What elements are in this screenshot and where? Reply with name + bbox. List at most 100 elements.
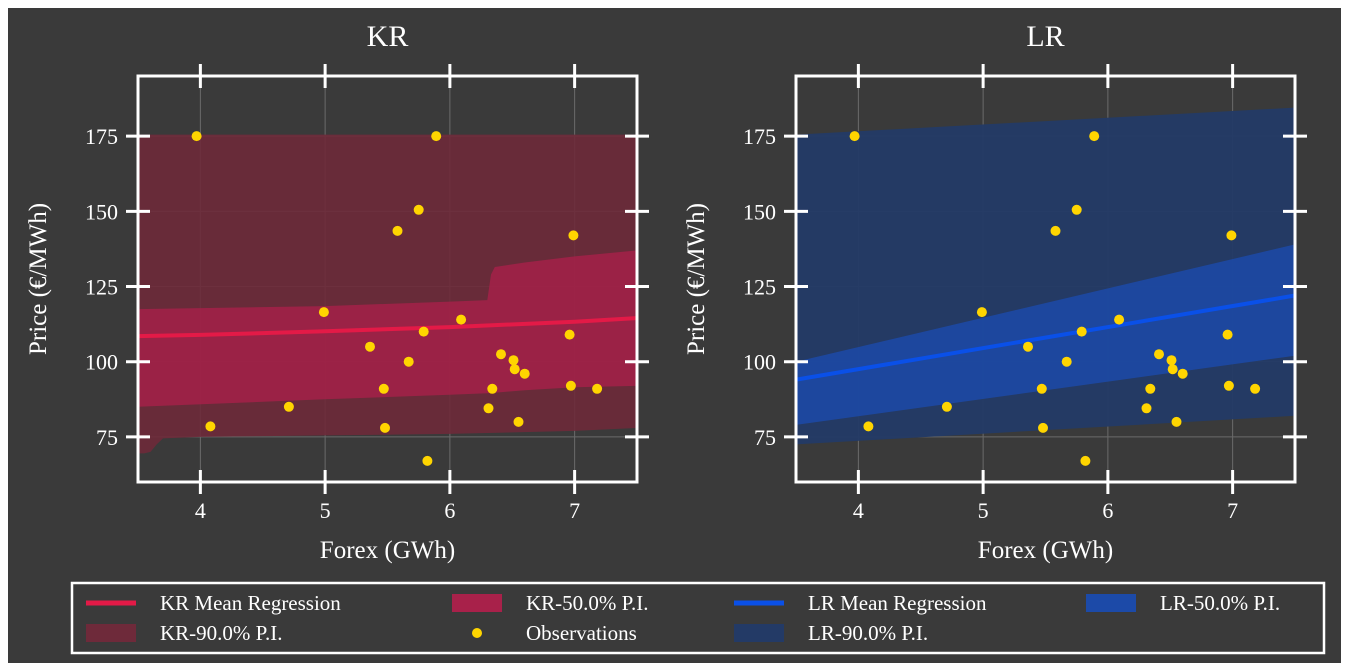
panel-2-xtick-label: 7: [1227, 498, 1238, 523]
legend-label: LR-50.0% P.I.: [1160, 591, 1280, 615]
panel-2-title: LR: [1026, 20, 1064, 53]
legend-swatch-marker: [472, 628, 482, 638]
legend-label: KR-90.0% P.I.: [160, 621, 283, 645]
panel-2-observation-16: [1145, 383, 1156, 394]
panel-1-observation-18: [508, 355, 519, 366]
panel-1-observation-11: [418, 326, 429, 337]
panel-1-xtick-label: 7: [569, 498, 580, 523]
panel-2-xtick-label: 4: [853, 498, 864, 523]
panel-2-observation-9: [1061, 356, 1072, 367]
panel-1-axes-frame: [136, 74, 639, 484]
panel-2-observation-22: [1222, 329, 1233, 340]
legend-swatch-patch: [1086, 594, 1136, 612]
panel-2-observation-2: [863, 421, 874, 432]
legend-entry-lr-mean-regression: LR Mean Regression: [734, 591, 987, 615]
legend-entry-lr-90-0-p-i: LR-90.0% P.I.: [734, 621, 928, 645]
legend-label: LR-90.0% P.I.: [808, 621, 928, 645]
panel-2-band-lr-50-0-p-i: [796, 244, 1295, 425]
panel-2: 4 5 6 7 75 100 125 150 175 LR Forex (GWh) Price (€/…: [683, 20, 1307, 564]
panel-1-observation-22: [564, 329, 575, 340]
panel-2-ytick-label: 150: [743, 199, 776, 224]
panel-1-observation-19: [509, 364, 520, 375]
panel-2-observation-7: [1038, 422, 1048, 433]
panel-2-observation-11: [1076, 326, 1087, 337]
legend-entry-kr-50-0-p-i: KR-50.0% P.I.: [452, 591, 649, 615]
legend-entry-observations: Observations: [472, 621, 637, 645]
panel-1-observation-6: [378, 383, 389, 394]
panel-1-observation-4: [318, 307, 329, 318]
legend-swatch-patch: [86, 624, 136, 642]
legend-label: LR Mean Regression: [808, 591, 987, 615]
panel-1-observation-14: [456, 314, 467, 325]
panel-1-observation-1: [191, 131, 202, 142]
panel-2-xtick-label: 6: [1102, 498, 1113, 523]
panel-2-observation-4: [976, 307, 987, 318]
panel-2-observation-3: [941, 401, 952, 412]
panel-2-mean-regression-line: [796, 293, 1295, 382]
panel-1: 4 5 6 7 75 100 125 150 175 KR Forex (GWh) Price (€/…: [25, 20, 649, 564]
panel-1-observation-12: [422, 455, 433, 466]
panel-1-mean-regression-line: [138, 316, 637, 339]
panel-1-title: KR: [367, 20, 409, 53]
panel-2-ytick-label: 75: [754, 425, 776, 450]
panel-1-observation-17: [496, 349, 506, 360]
panel-2-axes-frame: [794, 74, 1297, 484]
panel-1-ytick-label: 125: [85, 275, 118, 300]
legend-label: KR Mean Regression: [160, 591, 341, 615]
panel-2-observation-13: [1089, 131, 1100, 142]
panel-2-observation-24: [1226, 230, 1237, 241]
panel-2-observation-20: [1171, 416, 1182, 427]
panel-1-observation-9: [403, 356, 414, 367]
panel-2-observation-17: [1154, 349, 1164, 360]
panel-2-observation-10: [1071, 204, 1082, 215]
panel-2-observation-8: [1050, 225, 1061, 236]
panel-1-observation-25: [592, 383, 603, 394]
legend-label: KR-50.0% P.I.: [526, 591, 649, 615]
legend-frame: [70, 581, 1326, 655]
panel-1-xtick-label: 6: [444, 498, 455, 523]
panel-2-observation-15: [1141, 403, 1152, 414]
panel-2-observation-5: [1023, 341, 1033, 352]
panel-1-observation-3: [283, 401, 294, 412]
panel-2-observation-12: [1080, 455, 1091, 466]
legend-entry-lr-50-0-p-i: LR-50.0% P.I.: [1086, 591, 1280, 615]
panel-2-observation-19: [1167, 364, 1178, 375]
panel-1-xtick-label: 5: [320, 498, 331, 523]
panel-1-observation-21: [519, 368, 530, 379]
panel-2-observation-23: [1223, 380, 1234, 391]
legend-swatch-patch: [734, 624, 784, 642]
legend-entry-kr-mean-regression: KR Mean Regression: [86, 591, 341, 615]
panel-2-x-axis-label: Forex (GWh): [978, 537, 1113, 564]
panel-2-observation-21: [1177, 368, 1188, 379]
panel-2-xtick-label: 5: [978, 498, 989, 523]
panel-2-ytick-label: 125: [743, 275, 776, 300]
panel-1-ytick-label: 100: [85, 350, 118, 375]
legend-entry-kr-90-0-p-i: KR-90.0% P.I.: [86, 621, 283, 645]
panel-2-observation-1: [849, 131, 860, 142]
panel-1-observation-23: [565, 380, 576, 391]
legend-label: Observations: [526, 621, 637, 645]
panel-1-observation-2: [205, 421, 216, 432]
panel-2-observation-25: [1250, 383, 1261, 394]
panel-2-observation-6: [1036, 383, 1047, 394]
panel-1-y-axis-label: Price (€/MWh): [25, 203, 52, 355]
panel-2-plot-area: [796, 107, 1295, 466]
panel-1-xtick-label: 4: [195, 498, 206, 523]
panel-1-observation-20: [513, 416, 524, 427]
panel-1-ytick-label: 150: [85, 199, 118, 224]
panel-1-observation-16: [487, 383, 498, 394]
panel-1-observation-7: [380, 422, 390, 433]
legend: KR Mean Regression KR-90.0% P.I. KR-50.0% …: [70, 581, 1326, 655]
panel-1-observation-15: [483, 403, 494, 414]
panel-1-observation-24: [568, 230, 579, 241]
legend-swatch-patch: [452, 594, 502, 612]
panel-2-y-axis-label: Price (€/MWh): [683, 203, 710, 355]
panel-2-observation-18: [1166, 355, 1177, 366]
panel-1-ytick-label: 75: [96, 425, 118, 450]
panel-1-ytick-label: 175: [85, 124, 118, 149]
panel-1-observation-13: [431, 131, 442, 142]
panel-1-observation-8: [392, 225, 403, 236]
